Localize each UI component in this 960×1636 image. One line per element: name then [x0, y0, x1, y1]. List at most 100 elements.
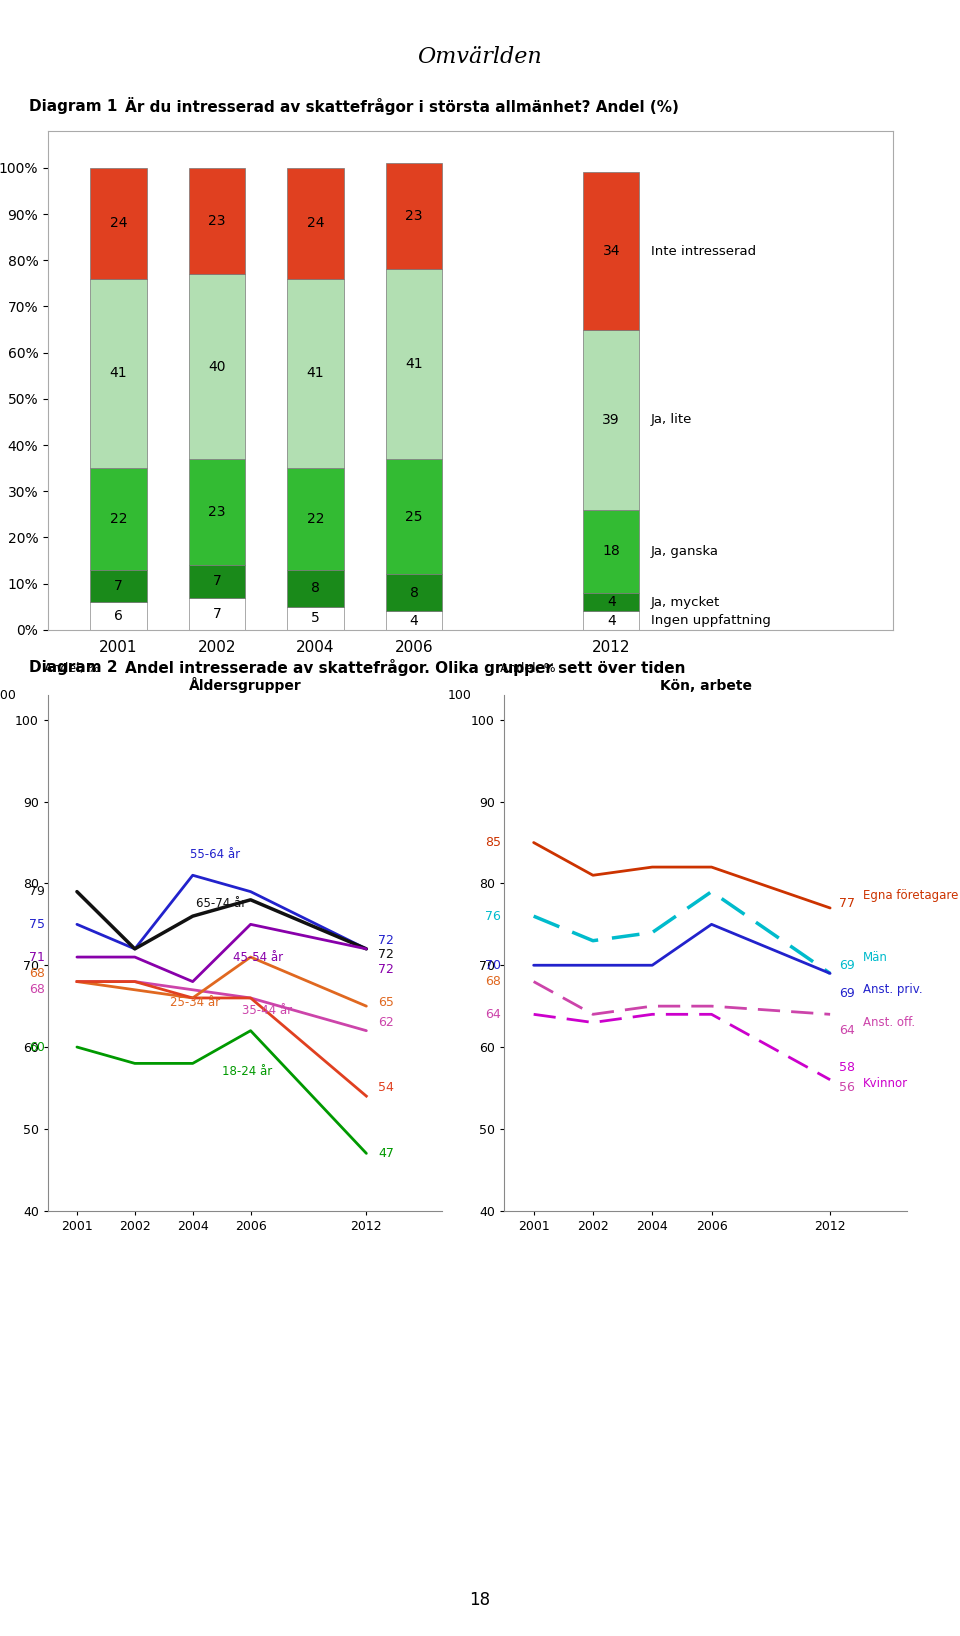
Bar: [90, 169, 147, 278]
Text: 18-24 år: 18-24 år: [222, 1065, 272, 1078]
Text: 35-44 år: 35-44 år: [242, 1005, 292, 1016]
Text: Kvinnor: Kvinnor: [863, 1078, 908, 1090]
Text: 100: 100: [0, 689, 16, 702]
Text: 23: 23: [208, 214, 226, 227]
Text: 85: 85: [485, 836, 501, 849]
Text: 55-64 år: 55-64 år: [190, 849, 240, 861]
Text: Anst. priv.: Anst. priv.: [863, 983, 923, 996]
Text: 22: 22: [307, 512, 324, 527]
Bar: [583, 612, 639, 630]
Bar: [90, 569, 147, 602]
Text: 60: 60: [29, 1040, 45, 1054]
Text: Anst. off.: Anst. off.: [863, 1016, 915, 1029]
Bar: [583, 592, 639, 612]
Text: 23: 23: [405, 209, 422, 224]
Text: 72: 72: [378, 934, 394, 947]
Text: 72: 72: [378, 964, 394, 975]
Text: 24: 24: [307, 216, 324, 231]
Bar: [287, 278, 344, 468]
Text: 65-74 år: 65-74 år: [196, 898, 246, 910]
Text: 34: 34: [603, 244, 620, 258]
Text: 41: 41: [306, 366, 324, 381]
Text: 77: 77: [839, 898, 855, 910]
Text: 100: 100: [447, 689, 471, 702]
Text: 5: 5: [311, 612, 320, 625]
Text: 18: 18: [469, 1590, 491, 1610]
Text: 79: 79: [29, 885, 45, 898]
Text: Andel, %: Andel, %: [44, 661, 100, 674]
Bar: [90, 468, 147, 569]
Bar: [189, 564, 245, 597]
Text: 64: 64: [486, 1008, 501, 1021]
Text: 39: 39: [602, 412, 620, 427]
Text: 41: 41: [405, 357, 423, 371]
Text: 24: 24: [109, 216, 127, 231]
Bar: [90, 602, 147, 630]
Bar: [287, 607, 344, 630]
Text: Diagram 2: Diagram 2: [29, 659, 117, 676]
Text: 25: 25: [405, 510, 422, 524]
Text: Andel, %: Andel, %: [500, 661, 556, 674]
Text: 58: 58: [839, 1062, 855, 1073]
Text: 7: 7: [212, 574, 222, 589]
Text: 18: 18: [602, 545, 620, 558]
Text: 4: 4: [607, 614, 615, 628]
Text: 69: 69: [839, 959, 854, 972]
Bar: [287, 169, 344, 278]
Bar: [287, 569, 344, 607]
Title: Kön, arbete: Kön, arbete: [660, 679, 752, 692]
Text: 47: 47: [378, 1147, 394, 1160]
Bar: [583, 172, 639, 329]
Bar: [386, 270, 443, 460]
Text: Andel intresserade av skattefrågor. Olika grupper sett över tiden: Andel intresserade av skattefrågor. Olik…: [125, 659, 685, 676]
Bar: [189, 275, 245, 460]
Text: 4: 4: [607, 596, 615, 609]
Text: 6: 6: [114, 609, 123, 623]
Text: Omvärlden: Omvärlden: [418, 46, 542, 69]
Text: Egna företagare: Egna företagare: [863, 890, 958, 901]
Text: 40: 40: [208, 360, 226, 373]
Text: 7: 7: [212, 607, 222, 620]
Text: 75: 75: [29, 918, 45, 931]
Bar: [583, 329, 639, 510]
Text: 69: 69: [839, 988, 854, 1000]
Text: 8: 8: [410, 586, 419, 600]
Text: 56: 56: [839, 1081, 855, 1094]
Bar: [287, 468, 344, 569]
Text: Ja, mycket: Ja, mycket: [651, 596, 720, 609]
Text: 22: 22: [109, 512, 127, 527]
Text: Ja, ganska: Ja, ganska: [651, 545, 719, 558]
Text: Ja, lite: Ja, lite: [651, 414, 692, 425]
Text: 8: 8: [311, 581, 320, 596]
Bar: [583, 510, 639, 592]
Text: Män: Män: [863, 951, 888, 964]
Bar: [386, 460, 443, 574]
Text: 65: 65: [378, 996, 394, 1008]
Text: 41: 41: [109, 366, 128, 381]
Text: Inte intresserad: Inte intresserad: [651, 244, 756, 257]
Text: 72: 72: [378, 949, 394, 960]
Text: Är du intresserad av skattefrågor i största allmänhet? Andel (%): Är du intresserad av skattefrågor i stör…: [125, 97, 679, 116]
Text: 25-34 år: 25-34 år: [170, 996, 220, 1008]
Text: 62: 62: [378, 1016, 394, 1029]
Text: 64: 64: [839, 1024, 854, 1037]
Bar: [386, 574, 443, 612]
Text: 23: 23: [208, 506, 226, 519]
Text: 54: 54: [378, 1081, 394, 1094]
Bar: [386, 612, 443, 630]
Text: 7: 7: [114, 579, 123, 592]
Title: Åldersgrupper: Åldersgrupper: [188, 677, 301, 692]
Bar: [189, 169, 245, 275]
Text: 4: 4: [410, 614, 419, 628]
Text: Diagram 1: Diagram 1: [29, 98, 117, 115]
Text: 68: 68: [29, 983, 45, 996]
Text: 45-54 år: 45-54 år: [233, 951, 283, 964]
Text: 68: 68: [485, 975, 501, 988]
Text: Ingen uppfattning: Ingen uppfattning: [651, 614, 771, 627]
Text: 68: 68: [29, 967, 45, 980]
Bar: [90, 278, 147, 468]
Text: 76: 76: [485, 910, 501, 923]
Text: 71: 71: [29, 951, 45, 964]
Bar: [189, 597, 245, 630]
Bar: [189, 460, 245, 564]
